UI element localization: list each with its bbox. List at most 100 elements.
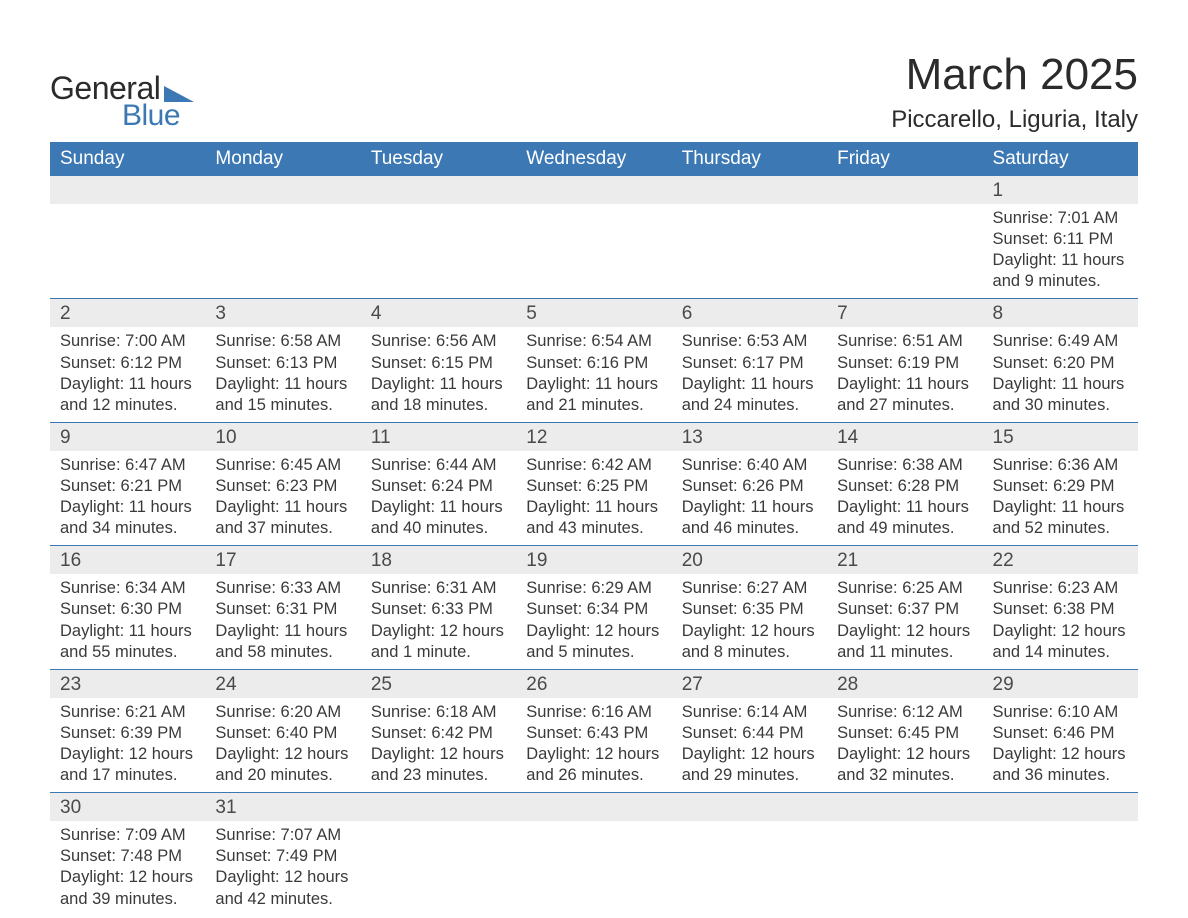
day-number-cell: 3	[205, 299, 360, 328]
day-number-cell: 16	[50, 546, 205, 575]
day-daylight2: and 11 minutes.	[837, 642, 972, 663]
day-daylight1: Daylight: 11 hours	[60, 497, 195, 518]
day-daylight1: Daylight: 12 hours	[526, 744, 661, 765]
weekday-header: Monday	[205, 142, 360, 176]
day-sunrise: Sunrise: 6:34 AM	[60, 578, 195, 599]
day-daylight2: and 27 minutes.	[837, 395, 972, 416]
day-detail-cell	[983, 821, 1138, 915]
day-sunrise: Sunrise: 6:31 AM	[371, 578, 506, 599]
day-daylight1: Daylight: 12 hours	[60, 744, 195, 765]
day-number-cell	[361, 176, 516, 204]
day-detail-cell	[50, 204, 205, 299]
month-title: March 2025	[891, 50, 1138, 100]
day-detail-cell: Sunrise: 6:44 AMSunset: 6:24 PMDaylight:…	[361, 451, 516, 546]
day-daylight1: Daylight: 11 hours	[526, 497, 661, 518]
day-daylight1: Daylight: 12 hours	[215, 867, 350, 888]
day-daylight1: Daylight: 11 hours	[215, 374, 350, 395]
day-daylight1: Daylight: 11 hours	[371, 497, 506, 518]
day-daylight2: and 49 minutes.	[837, 518, 972, 539]
day-number: 24	[215, 674, 236, 695]
day-daylight2: and 9 minutes.	[993, 271, 1128, 292]
day-number-cell	[361, 793, 516, 822]
weekday-header: Thursday	[672, 142, 827, 176]
day-detail-cell: Sunrise: 6:54 AMSunset: 6:16 PMDaylight:…	[516, 327, 671, 422]
day-sunset: Sunset: 6:33 PM	[371, 599, 506, 620]
day-number-cell: 21	[827, 546, 982, 575]
day-number: 10	[215, 427, 236, 448]
title-block: March 2025 Piccarello, Liguria, Italy	[891, 20, 1138, 134]
day-daylight1: Daylight: 11 hours	[837, 497, 972, 518]
day-daylight2: and 1 minute.	[371, 642, 506, 663]
day-detail-cell: Sunrise: 6:49 AMSunset: 6:20 PMDaylight:…	[983, 327, 1138, 422]
day-number-cell: 30	[50, 793, 205, 822]
week-detail-row: Sunrise: 7:00 AMSunset: 6:12 PMDaylight:…	[50, 327, 1138, 422]
day-sunset: Sunset: 6:16 PM	[526, 353, 661, 374]
day-number-cell: 24	[205, 669, 360, 698]
day-detail-cell: Sunrise: 6:14 AMSunset: 6:44 PMDaylight:…	[672, 698, 827, 793]
weekday-header: Sunday	[50, 142, 205, 176]
day-number: 22	[993, 550, 1014, 571]
day-sunrise: Sunrise: 6:42 AM	[526, 455, 661, 476]
day-detail-cell: Sunrise: 6:23 AMSunset: 6:38 PMDaylight:…	[983, 574, 1138, 669]
day-number-cell: 14	[827, 422, 982, 451]
day-detail-cell	[516, 821, 671, 915]
day-detail-cell	[361, 204, 516, 299]
day-sunset: Sunset: 6:19 PM	[837, 353, 972, 374]
day-number-cell	[672, 176, 827, 204]
day-detail-cell: Sunrise: 6:25 AMSunset: 6:37 PMDaylight:…	[827, 574, 982, 669]
day-detail-cell: Sunrise: 6:20 AMSunset: 6:40 PMDaylight:…	[205, 698, 360, 793]
page-header: General Blue March 2025 Piccarello, Ligu…	[50, 20, 1138, 134]
day-number: 14	[837, 427, 858, 448]
day-sunrise: Sunrise: 6:29 AM	[526, 578, 661, 599]
day-sunset: Sunset: 6:45 PM	[837, 723, 972, 744]
day-number-cell: 23	[50, 669, 205, 698]
day-sunrise: Sunrise: 6:12 AM	[837, 702, 972, 723]
day-detail-cell: Sunrise: 6:18 AMSunset: 6:42 PMDaylight:…	[361, 698, 516, 793]
week-detail-row: Sunrise: 7:01 AMSunset: 6:11 PMDaylight:…	[50, 204, 1138, 299]
day-number: 3	[215, 303, 226, 324]
day-detail-cell: Sunrise: 6:27 AMSunset: 6:35 PMDaylight:…	[672, 574, 827, 669]
day-number-cell: 8	[983, 299, 1138, 328]
day-daylight1: Daylight: 11 hours	[60, 374, 195, 395]
day-detail-cell: Sunrise: 6:45 AMSunset: 6:23 PMDaylight:…	[205, 451, 360, 546]
day-number-cell: 12	[516, 422, 671, 451]
day-number: 4	[371, 303, 382, 324]
day-sunset: Sunset: 6:25 PM	[526, 476, 661, 497]
day-daylight1: Daylight: 11 hours	[993, 374, 1128, 395]
day-number-cell: 17	[205, 546, 360, 575]
day-number-cell: 20	[672, 546, 827, 575]
day-daylight2: and 12 minutes.	[60, 395, 195, 416]
day-detail-cell	[361, 821, 516, 915]
day-sunrise: Sunrise: 7:09 AM	[60, 825, 195, 846]
day-sunset: Sunset: 6:40 PM	[215, 723, 350, 744]
day-number-cell	[827, 176, 982, 204]
day-number-cell: 10	[205, 422, 360, 451]
day-number: 11	[371, 427, 391, 448]
day-number: 1	[993, 180, 1004, 201]
day-daylight2: and 14 minutes.	[993, 642, 1128, 663]
day-sunrise: Sunrise: 6:33 AM	[215, 578, 350, 599]
day-daylight2: and 40 minutes.	[371, 518, 506, 539]
weekday-header-row: Sunday Monday Tuesday Wednesday Thursday…	[50, 142, 1138, 176]
day-daylight1: Daylight: 12 hours	[371, 744, 506, 765]
logo: General Blue	[50, 70, 198, 133]
day-daylight2: and 30 minutes.	[993, 395, 1128, 416]
weekday-header: Friday	[827, 142, 982, 176]
day-daylight1: Daylight: 11 hours	[993, 250, 1128, 271]
day-daylight2: and 15 minutes.	[215, 395, 350, 416]
day-sunset: Sunset: 6:26 PM	[682, 476, 817, 497]
day-sunset: Sunset: 6:30 PM	[60, 599, 195, 620]
day-daylight1: Daylight: 12 hours	[993, 621, 1128, 642]
day-sunrise: Sunrise: 6:18 AM	[371, 702, 506, 723]
day-sunrise: Sunrise: 6:58 AM	[215, 331, 350, 352]
day-detail-cell: Sunrise: 6:58 AMSunset: 6:13 PMDaylight:…	[205, 327, 360, 422]
day-detail-cell: Sunrise: 7:00 AMSunset: 6:12 PMDaylight:…	[50, 327, 205, 422]
day-daylight2: and 36 minutes.	[993, 765, 1128, 786]
week-daynum-row: 9101112131415	[50, 422, 1138, 451]
day-sunrise: Sunrise: 7:01 AM	[993, 208, 1128, 229]
day-sunset: Sunset: 6:21 PM	[60, 476, 195, 497]
day-sunset: Sunset: 6:29 PM	[993, 476, 1128, 497]
day-sunset: Sunset: 6:12 PM	[60, 353, 195, 374]
day-number-cell: 5	[516, 299, 671, 328]
day-daylight1: Daylight: 12 hours	[682, 744, 817, 765]
